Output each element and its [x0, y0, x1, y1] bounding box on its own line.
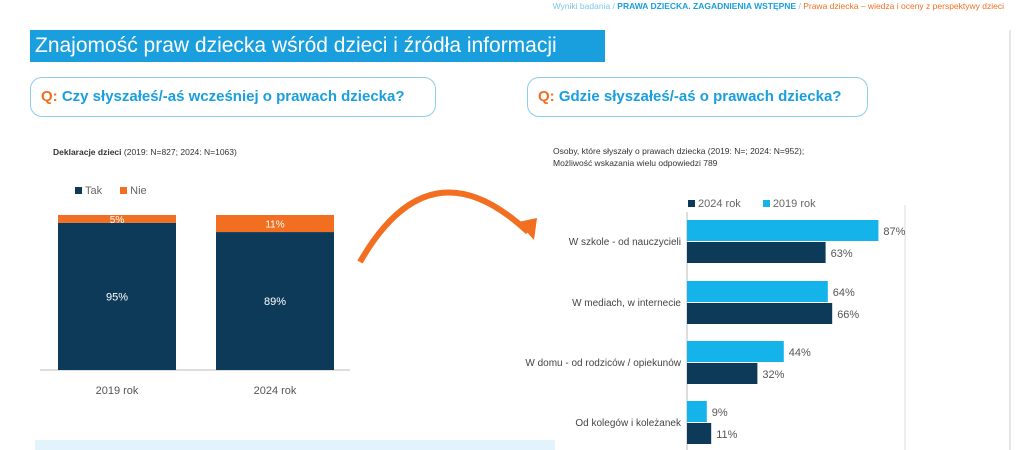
legend-swatch-2024 — [688, 200, 695, 207]
legend-2024: 2024 rok — [698, 198, 741, 210]
label-nie: 5% — [110, 215, 125, 226]
bar-nie — [58, 215, 176, 223]
note-bold: Deklaracje dzieci — [53, 147, 122, 157]
label-tak: 89% — [264, 296, 286, 308]
bar-2019 — [687, 341, 784, 362]
right-note: Osoby, które słyszały o prawach dziecka … — [553, 145, 804, 169]
label-2019: 44% — [789, 347, 811, 359]
legend-swatch-2019 — [762, 200, 770, 207]
category-label: Od kolegów i koleżanek — [575, 418, 682, 429]
bar-2019 — [687, 281, 828, 302]
label-2024: 11% — [716, 429, 737, 441]
label-2024: 63% — [831, 248, 853, 260]
page-title: Znajomość praw dziecka wśród dzieci i źr… — [30, 30, 605, 62]
right-question-box: Q: Gdzie słyszałeś/-aś o prawach dziecka… — [527, 77, 868, 117]
right-question: Gdzie słyszałeś/-aś o prawach dziecka? — [558, 88, 842, 105]
label-tak: 95% — [106, 291, 128, 303]
left-question: Czy słyszałeś/-aś wcześniej o prawach dz… — [61, 88, 405, 105]
label-nie: 11% — [265, 220, 284, 231]
label-2019: 87% — [883, 226, 905, 238]
category-label: W mediach, w internecie — [572, 298, 681, 309]
right-note-line2: Możliwość wskazania wielu odpowiedzi 789 — [553, 158, 718, 168]
bar-2019 — [687, 401, 707, 422]
label-2024: 32% — [762, 369, 784, 381]
arrow-icon — [357, 189, 531, 264]
label-2019: 64% — [833, 287, 855, 299]
breadcrumb-page: Prawa dziecka – wiedza i oceny z perspek… — [803, 1, 1004, 11]
breadcrumb-root[interactable]: Wyniki badania — [552, 1, 611, 11]
category-label: W szkole - od nauczycieli — [569, 237, 681, 248]
legend-tak: Tak — [85, 185, 103, 197]
bar-tak — [216, 232, 334, 370]
legend-swatch-tak — [75, 187, 82, 194]
label-2019: 9% — [712, 407, 728, 419]
legend-nie: Nie — [130, 185, 147, 197]
arrowhead-icon — [518, 218, 537, 240]
label-2024: 66% — [837, 309, 859, 321]
bottom-info-box — [35, 440, 555, 450]
category-label: 2019 rok — [96, 385, 139, 397]
bar-2024 — [687, 303, 833, 324]
q-prefix: Q: — [538, 88, 555, 105]
left-question-box: Q: Czy słyszałeś/-aś wcześniej o prawach… — [30, 77, 436, 117]
note-rest: (2019: N=827; 2024: N=1063) — [123, 147, 237, 157]
right-note-line1: Osoby, które słyszały o prawach dziecka … — [553, 146, 805, 156]
breadcrumb: Wyniki badania / PRAWA DZIECKA. ZAGADNIE… — [552, 1, 1004, 11]
bar-tak — [58, 222, 176, 370]
bar-2024 — [687, 242, 826, 263]
bar-2019 — [687, 220, 879, 241]
left-legend: Tak Nie — [75, 185, 147, 197]
bar-2024 — [687, 423, 712, 444]
q-prefix: Q: — [41, 88, 58, 105]
bar-2024 — [687, 363, 758, 384]
legend-2019: 2019 rok — [772, 198, 816, 210]
breadcrumb-section[interactable]: PRAWA DZIECKA. ZAGADNIENIA WSTĘPNE — [617, 1, 797, 11]
legend-swatch-nie — [120, 187, 128, 194]
category-label: W domu - od rodziców / opiekunów — [525, 358, 681, 369]
left-note: Deklaracje dzieci (2019: N=827; 2024: N=… — [53, 146, 237, 158]
category-label: 2024 rok — [254, 385, 297, 397]
bar-nie — [216, 215, 334, 233]
right-legend: 2024 rok 2019 rok — [688, 198, 816, 210]
